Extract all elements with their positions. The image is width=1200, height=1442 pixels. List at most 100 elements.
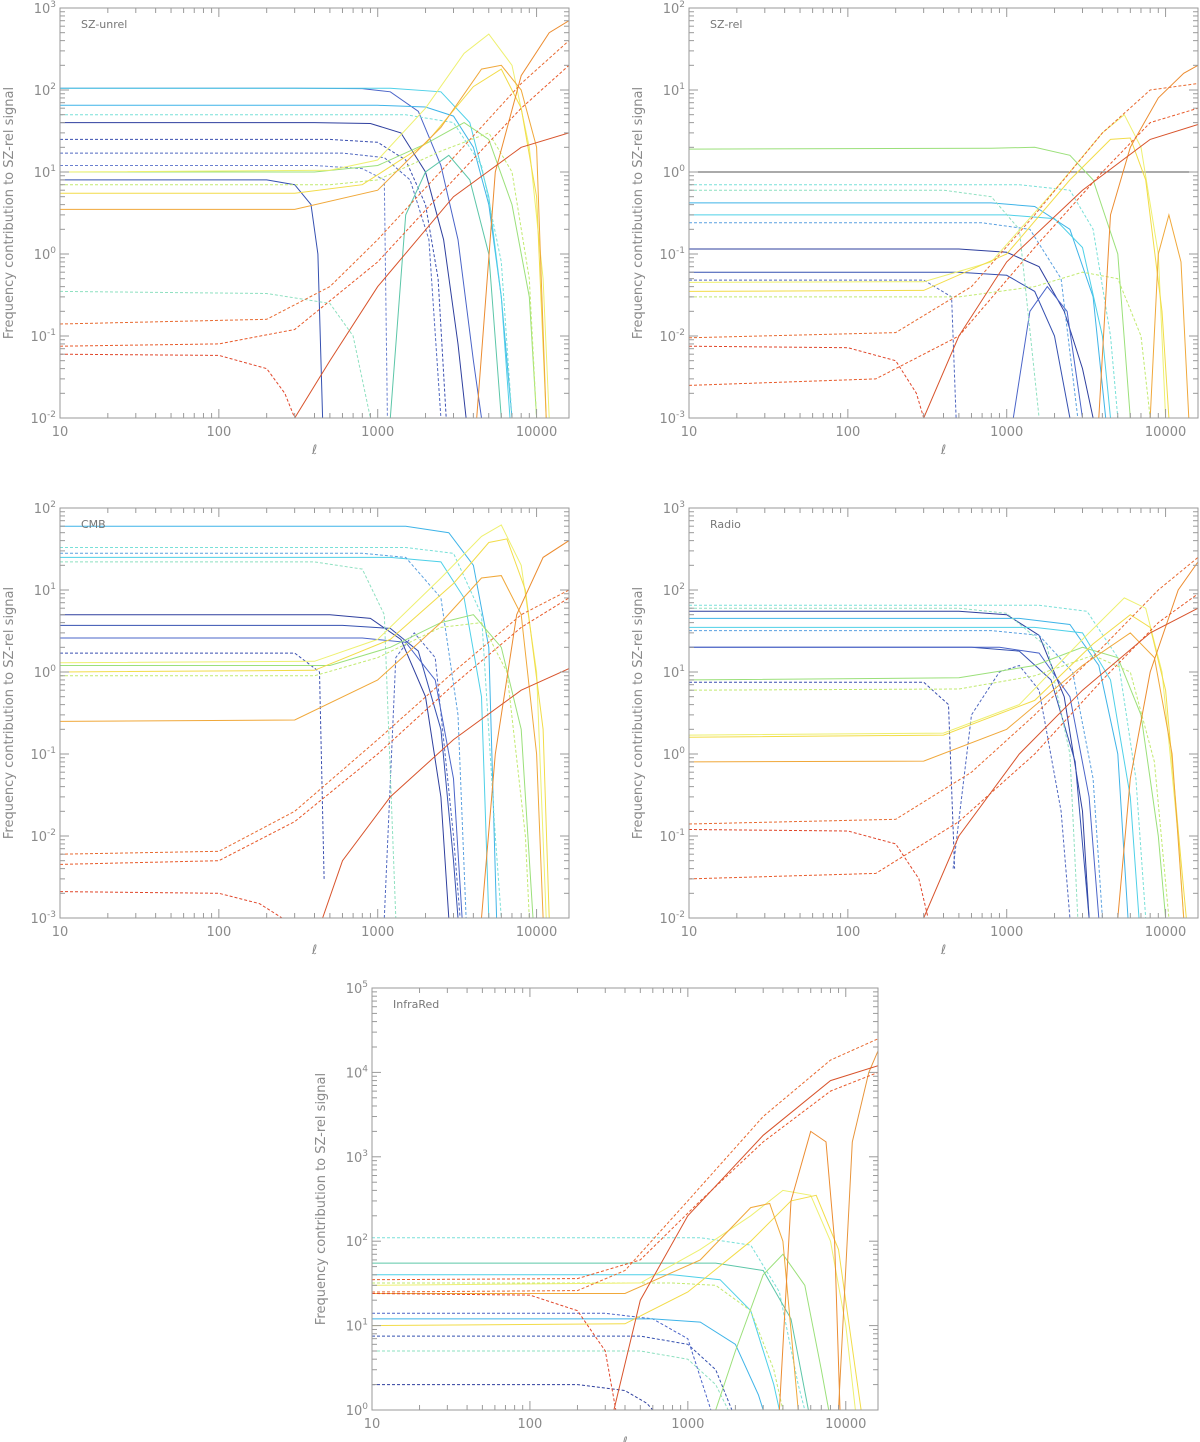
series-line-7 bbox=[689, 604, 1147, 918]
series-line-0 bbox=[689, 610, 1090, 918]
series-line-14 bbox=[60, 575, 544, 918]
series-line-0 bbox=[60, 614, 450, 918]
series-line-6 bbox=[60, 104, 513, 418]
series-line-2 bbox=[689, 646, 1100, 918]
panel-sz-unrel: 10 100 1000 10000 10-2 10-1 100 101 102 103 ℓ Frequ… bbox=[2, 0, 570, 458]
series-group bbox=[689, 64, 1198, 418]
series-line-11 bbox=[689, 654, 1170, 918]
series-line-11 bbox=[60, 122, 538, 418]
y-tick-label: 10-2 bbox=[659, 328, 685, 345]
series-line-2 bbox=[689, 271, 1071, 418]
x-tick-label: 10000 bbox=[825, 1417, 866, 1432]
x-axis-label: ℓ bbox=[940, 443, 946, 458]
series-line-0 bbox=[372, 1384, 654, 1410]
y-tick-label: 100 bbox=[346, 1402, 369, 1419]
x-tick-label: 1000 bbox=[361, 425, 394, 440]
series-line-8 bbox=[689, 222, 1079, 418]
y-axis-label: Frequency contribution to SZ-rel signal bbox=[314, 1073, 329, 1325]
series-line-9 bbox=[389, 154, 502, 418]
series-line-13 bbox=[778, 1130, 841, 1410]
series-line-0 bbox=[60, 87, 482, 418]
y-axis-label: Frequency contribution to SZ-rel signal bbox=[631, 587, 646, 839]
y-tick-label: 103 bbox=[663, 500, 685, 517]
series-line-15 bbox=[1098, 64, 1198, 418]
series-line-2 bbox=[60, 179, 324, 418]
panel-label: SZ-rel bbox=[710, 18, 742, 31]
y-axis-label: Frequency contribution to SZ-rel signal bbox=[2, 587, 17, 839]
series-line-10 bbox=[60, 290, 371, 418]
series-line-13 bbox=[689, 614, 1187, 918]
y-tick-label: 101 bbox=[346, 1318, 368, 1335]
series-line-16 bbox=[689, 83, 1198, 339]
x-tick-label: 10 bbox=[364, 1417, 381, 1432]
series-line-19 bbox=[294, 132, 569, 418]
series-line-1 bbox=[60, 624, 459, 918]
series-line-3 bbox=[60, 138, 447, 418]
x-tick-label: 1000 bbox=[990, 425, 1023, 440]
series-line-5 bbox=[689, 617, 1129, 918]
panel-label: CMB bbox=[81, 518, 106, 531]
x-tick-label: 100 bbox=[518, 1417, 543, 1432]
y-tick-label: 101 bbox=[34, 582, 56, 599]
plot-frame bbox=[688, 7, 1199, 419]
y-tick-label: 10-1 bbox=[30, 746, 56, 763]
series-line-14 bbox=[689, 632, 1185, 918]
series-line-7 bbox=[60, 547, 502, 918]
series-line-5 bbox=[60, 525, 498, 918]
x-tick-label: 10000 bbox=[516, 925, 557, 940]
x-tick-label: 10000 bbox=[1145, 425, 1186, 440]
series-line-17 bbox=[613, 1065, 878, 1410]
y-tick-label: 10-2 bbox=[659, 910, 685, 927]
series-line-3 bbox=[372, 1318, 764, 1410]
y-tick-label: 100 bbox=[663, 164, 686, 181]
series-line-13 bbox=[60, 33, 550, 418]
x-tick-label: 1000 bbox=[671, 1417, 704, 1432]
series-line-1 bbox=[372, 1335, 733, 1410]
series-line-16 bbox=[372, 1071, 878, 1281]
x-axis-label: ℓ bbox=[621, 1435, 627, 1442]
series-line-1 bbox=[689, 248, 1094, 418]
series-line-10 bbox=[372, 1189, 856, 1410]
y-tick-label: 10-1 bbox=[659, 246, 685, 263]
series-group bbox=[689, 557, 1198, 918]
x-tick-label: 100 bbox=[835, 925, 860, 940]
series-line-8 bbox=[689, 630, 1103, 918]
series-group bbox=[60, 20, 569, 418]
x-axis-label: ℓ bbox=[311, 443, 317, 458]
y-tick-label: 10-2 bbox=[30, 828, 56, 845]
y-tick-label: 105 bbox=[346, 980, 368, 997]
series-line-18 bbox=[322, 668, 569, 918]
series-line-4 bbox=[60, 152, 442, 418]
series-line-15 bbox=[372, 1038, 878, 1293]
y-tick-label: 102 bbox=[34, 82, 56, 99]
series-line-16 bbox=[689, 557, 1198, 825]
series-line-18 bbox=[372, 1293, 617, 1410]
series-line-15 bbox=[1117, 561, 1198, 918]
series-line-6 bbox=[689, 214, 1111, 418]
series-group bbox=[372, 1038, 878, 1410]
panel-label: InfraRed bbox=[393, 998, 439, 1011]
series-line-5 bbox=[689, 202, 1107, 418]
series-line-12 bbox=[689, 597, 1185, 918]
series-line-9 bbox=[372, 1282, 784, 1410]
panel-infrared: 10100100010000100101102103104105ℓFrequen… bbox=[314, 980, 879, 1442]
y-tick-label: 103 bbox=[346, 1149, 368, 1166]
series-line-5 bbox=[372, 1237, 806, 1410]
y-tick-label: 103 bbox=[34, 0, 56, 17]
series-line-4 bbox=[952, 664, 1071, 918]
series-line-7 bbox=[689, 184, 1119, 418]
y-tick-label: 10-3 bbox=[30, 910, 56, 927]
series-line-9 bbox=[60, 561, 397, 918]
series-line-11 bbox=[60, 622, 530, 918]
series-line-15 bbox=[481, 540, 569, 918]
series-line-6 bbox=[372, 1262, 809, 1410]
x-tick-label: 100 bbox=[835, 425, 860, 440]
y-tick-label: 100 bbox=[663, 746, 686, 763]
x-tick-label: 100 bbox=[206, 425, 231, 440]
series-line-5 bbox=[60, 165, 388, 418]
y-axis-label: Frequency contribution to SZ-rel signal bbox=[2, 87, 17, 339]
y-tick-label: 102 bbox=[346, 1233, 368, 1250]
series-line-12 bbox=[60, 524, 547, 918]
x-tick-label: 1000 bbox=[361, 925, 394, 940]
series-line-13 bbox=[689, 137, 1170, 418]
